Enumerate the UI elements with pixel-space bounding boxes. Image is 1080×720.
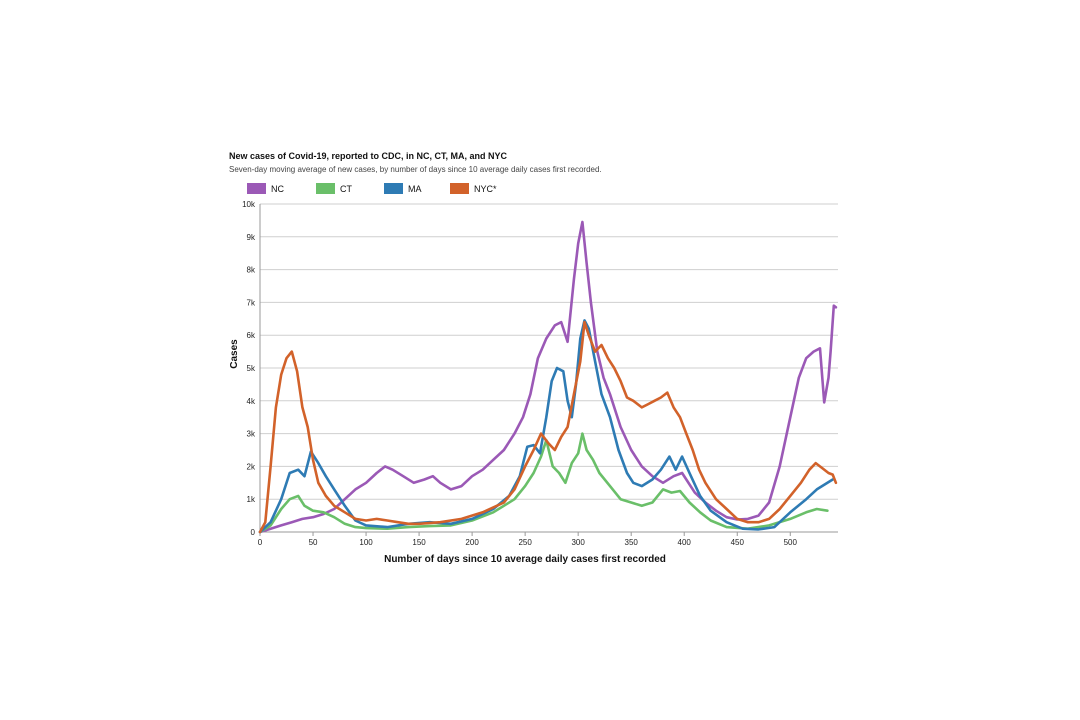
legend-label: MA [408, 184, 422, 194]
legend: NC CT MA NYC* [247, 183, 497, 194]
x-tick-label: 500 [784, 538, 798, 547]
x-tick-label: 450 [731, 538, 745, 547]
y-axis-title: Cases [229, 339, 240, 369]
x-tick-label: 300 [571, 538, 585, 547]
x-tick-label: 350 [625, 538, 639, 547]
axes [259, 204, 838, 533]
legend-swatch [316, 183, 335, 194]
legend-swatch [247, 183, 266, 194]
y-tick-label: 8k [247, 266, 256, 275]
x-tick-label: 150 [412, 538, 426, 547]
x-tick-label: 250 [518, 538, 532, 547]
series-line [258, 320, 838, 534]
legend-label: NYC* [474, 184, 497, 194]
legend-swatch [450, 183, 469, 194]
y-tick-label: 6k [247, 331, 256, 340]
x-tick-label: 50 [309, 538, 318, 547]
y-tick-label: 5k [247, 364, 256, 373]
x-tick-label: 100 [359, 538, 373, 547]
y-tick-label: 3k [247, 430, 256, 439]
legend-label: CT [340, 184, 352, 194]
gridlines: 0 1k 2k 3k 4k 5k 6k 7k 8k 9k 10k 0 50 100 150 200 250 300… [242, 200, 838, 547]
y-tick-label: 1k [247, 495, 256, 504]
series-line [258, 319, 834, 534]
y-tick-label: 2k [247, 462, 256, 471]
x-axis-title: Number of days since 10 average daily ca… [384, 554, 666, 565]
y-tick-label: 10k [242, 200, 256, 209]
series-line [258, 220, 838, 534]
series-lines [258, 220, 838, 534]
chart-title: New cases of Covid-19, reported to CDC, … [229, 151, 508, 161]
y-tick-label: 0 [251, 528, 256, 537]
y-tick-label: 7k [247, 298, 256, 307]
x-tick-label: 0 [258, 538, 263, 547]
x-tick-label: 400 [678, 538, 692, 547]
x-tick-label: 200 [465, 538, 479, 547]
y-tick-label: 9k [247, 233, 256, 242]
y-tick-label: 4k [247, 397, 256, 406]
legend-swatch [384, 183, 403, 194]
series-line [258, 432, 829, 534]
chart-subtitle: Seven-day moving average of new cases, b… [229, 165, 602, 174]
legend-label: NC [271, 184, 284, 194]
